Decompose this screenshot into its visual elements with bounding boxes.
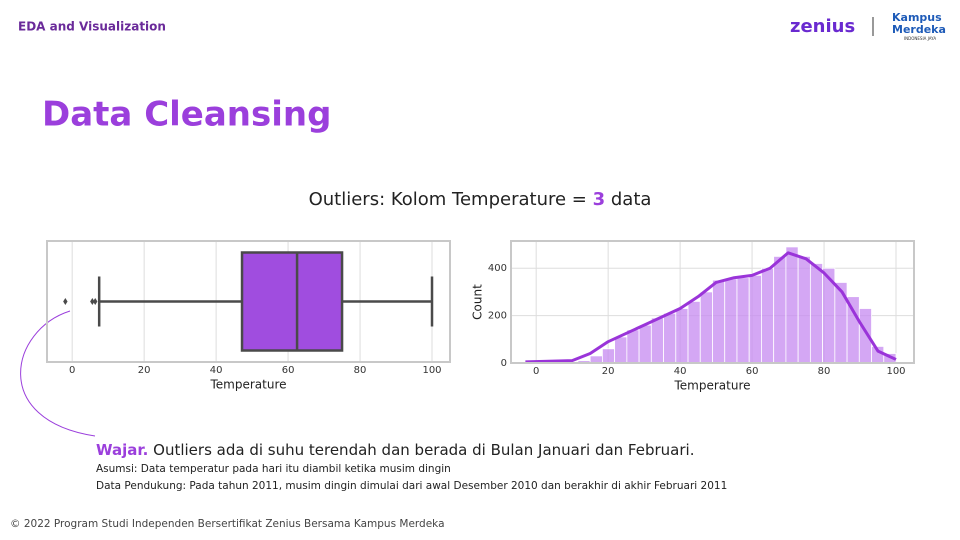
bar: [699, 291, 713, 364]
bar: [663, 312, 677, 364]
x-tick-label: 80: [818, 366, 831, 377]
note-support: Data Pendukung: Pada tahun 2011, musim d…: [96, 480, 727, 492]
x-axis-title: Temperature: [673, 379, 750, 393]
x-axis-title: Temperature: [209, 378, 286, 392]
bar: [687, 301, 701, 364]
plot-frame: [510, 240, 915, 364]
bar: [589, 355, 603, 364]
bar: [809, 263, 824, 364]
box: [240, 251, 344, 352]
outlier: [93, 298, 98, 305]
bar: [724, 278, 738, 364]
plot-frame: [46, 240, 451, 363]
note-text: Outliers ada di suhu terendah dan berada…: [153, 441, 694, 459]
page-title: Data Cleansing: [42, 95, 331, 135]
y-axis-title: Count: [471, 284, 485, 320]
note-lead: Wajar.: [96, 441, 148, 459]
partner-top: Kampus: [892, 11, 942, 24]
bar: [601, 348, 616, 364]
bar: [761, 267, 775, 364]
bar: [748, 274, 762, 364]
kde-line: [525, 251, 897, 364]
x-tick-label: 40: [210, 365, 223, 376]
x-tick-label: 0: [69, 365, 75, 376]
subtitle: Outliers: Kolom Temperature = 3 data: [309, 189, 652, 210]
outlier: [63, 298, 68, 305]
x-tick-label: 80: [354, 365, 367, 376]
x-tick-label: 100: [886, 366, 905, 377]
callout-line: [20, 310, 96, 437]
x-tick-label: 100: [422, 365, 441, 376]
bar: [675, 308, 689, 364]
subtitle-count: 3: [593, 189, 606, 210]
outlier: [90, 298, 95, 305]
section-label: EDA and Visualization: [18, 20, 166, 34]
bar: [773, 255, 787, 364]
bar: [638, 324, 652, 364]
y-tick-label: 400: [488, 263, 507, 274]
bar: [785, 246, 799, 364]
x-tick-label: 40: [674, 366, 687, 377]
bar: [797, 255, 811, 364]
x-tick-label: 60: [282, 365, 295, 376]
footer: © 2022 Program Studi Independen Berserti…: [10, 518, 445, 530]
bar: [626, 329, 640, 364]
subtitle-prefix: Outliers: Kolom Temperature =: [309, 189, 587, 210]
note-main: Wajar. Outliers ada di suhu terendah dan…: [96, 441, 694, 459]
logo: zenius: [790, 16, 855, 37]
partner-bottom: Merdeka: [892, 23, 946, 36]
y-tick-label: 0: [501, 358, 507, 369]
bar: [614, 336, 628, 364]
x-tick-label: 20: [138, 365, 151, 376]
bar: [736, 277, 750, 364]
bar: [712, 279, 726, 364]
x-tick-label: 60: [746, 366, 759, 377]
y-tick-label: 200: [488, 311, 507, 322]
x-tick-label: 0: [533, 366, 539, 377]
note-assumption: Asumsi: Data temperatur pada hari itu di…: [96, 463, 451, 475]
partner-tag: INDONESIA JAYA: [904, 36, 936, 41]
subtitle-suffix: data: [611, 189, 652, 210]
bar: [650, 317, 664, 364]
x-tick-label: 20: [602, 366, 615, 377]
